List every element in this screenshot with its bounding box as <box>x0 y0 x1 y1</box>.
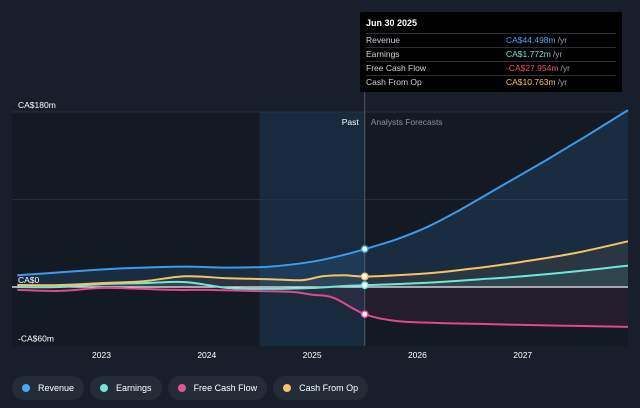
revenue-area <box>17 110 629 287</box>
legend-item-free-cash-flow[interactable]: Free Cash Flow <box>167 376 268 400</box>
x-tick-label: 2023 <box>92 350 111 360</box>
revenue-line <box>17 109 629 277</box>
free-cash-flow-marker <box>360 310 369 319</box>
x-tick-label: 2026 <box>408 350 427 360</box>
x-axis-labels: 2023 2024 2025 2026 2027 <box>92 350 532 360</box>
legend-item-revenue[interactable]: Revenue <box>12 376 85 400</box>
tooltip-date: Jun 30 2025 <box>366 18 418 28</box>
y-axis-labels: CA$180m CA$0 -CA$60m <box>18 100 56 343</box>
tooltip-rows: Revenue CA$44.498m/yr Earnings CA$1.772m/yr… <box>366 33 616 89</box>
tooltip-row: Cash From Op CA$10.763m/yr <box>366 75 616 89</box>
x-tick-label: 2027 <box>513 350 532 360</box>
legend-item-cash-from-op[interactable]: Cash From Op <box>273 376 369 400</box>
series-markers <box>360 245 369 319</box>
tooltip-row: Free Cash Flow -CA$27.954m/yr <box>366 61 616 75</box>
past-region-shading <box>259 112 365 346</box>
tooltip-row: Earnings CA$1.772m/yr <box>366 47 616 61</box>
x-tick-label: 2025 <box>303 350 322 360</box>
tooltip-row-unit: /yr <box>557 35 568 45</box>
legend-dot-icon <box>283 384 292 392</box>
series-fills <box>17 110 629 327</box>
cash-from-op-line <box>17 240 629 287</box>
tooltip-row-value: CA$44.498m <box>506 35 556 45</box>
tooltip-row-unit: /yr <box>560 63 570 73</box>
legend-label: Revenue <box>38 383 75 393</box>
revenue-marker <box>360 245 369 254</box>
legend-label: Cash From Op <box>299 383 359 393</box>
tooltip-row: Revenue CA$44.498m/yr <box>366 33 616 47</box>
tooltip: Jun 30 2025 Revenue CA$44.498m/yr Earnings… <box>360 12 622 92</box>
free-cash-flow-line <box>17 286 629 328</box>
x-tick-label: 2024 <box>197 350 216 360</box>
free-cash-flow-area <box>17 287 629 327</box>
past-label: Past <box>342 117 360 127</box>
tooltip-row-unit: /yr <box>552 49 563 59</box>
tooltip-row-value: CA$10.763m <box>506 77 556 87</box>
forecast-label: Analysts Forecasts <box>371 117 443 127</box>
tooltip-row-value: -CA$27.954m <box>506 63 559 73</box>
cash-from-op-marker <box>360 272 369 281</box>
tooltip-row-unit: /yr <box>557 77 568 87</box>
legend: Revenue Earnings Free Cash Flow Cash From O… <box>12 376 369 400</box>
y-tick-label: CA$0 <box>18 275 40 285</box>
earnings-line <box>17 264 629 290</box>
legend-dot-icon <box>22 384 30 392</box>
cash-from-op-area <box>17 241 629 287</box>
earnings-area <box>17 265 629 289</box>
tooltip-row-label: Earnings <box>366 49 400 59</box>
y-tick-label: CA$180m <box>18 100 56 110</box>
earnings-marker <box>360 281 369 290</box>
tooltip-row-label: Free Cash Flow <box>366 63 426 73</box>
legend-item-earnings[interactable]: Earnings <box>90 376 162 400</box>
legend-dot-icon <box>100 384 109 392</box>
legend-label: Free Cash Flow <box>193 383 258 393</box>
legend-dot-icon <box>177 384 186 392</box>
series-lines <box>17 109 629 328</box>
y-tick-label: -CA$60m <box>18 333 54 343</box>
tooltip-row-value: CA$1.772m <box>506 49 551 59</box>
tooltip-row-label: Cash From Op <box>366 77 422 87</box>
tooltip-row-label: Revenue <box>366 35 401 45</box>
legend-label: Earnings <box>116 383 152 393</box>
chart-area: Past Analysts Forecasts CA$180m CA$0 -CA$6… <box>12 12 629 360</box>
